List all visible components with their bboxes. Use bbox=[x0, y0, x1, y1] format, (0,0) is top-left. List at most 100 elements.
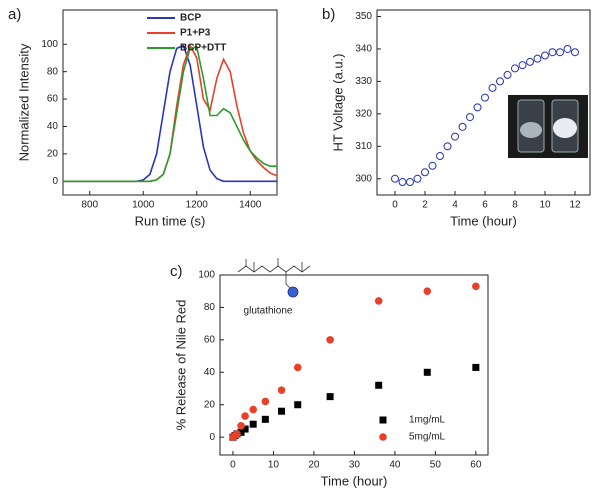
y-tick-label: 20 bbox=[204, 399, 216, 410]
x-axis-label: Time (hour) bbox=[450, 213, 517, 228]
line bbox=[63, 46, 277, 183]
y-tick-label: 340 bbox=[355, 44, 372, 55]
y-tick-label: 100 bbox=[198, 270, 215, 281]
y-tick-label: 80 bbox=[204, 302, 216, 313]
y-tick-label: 320 bbox=[355, 109, 372, 120]
x-tick-label: 30 bbox=[349, 460, 361, 471]
point bbox=[413, 174, 422, 183]
legend-label: 1mg/mL bbox=[409, 415, 446, 426]
y-tick-label: 350 bbox=[355, 11, 372, 22]
x-tick-label: 1400 bbox=[239, 200, 262, 211]
x-tick-label: 4 bbox=[452, 200, 458, 211]
point bbox=[326, 336, 334, 344]
point bbox=[571, 48, 579, 57]
point bbox=[472, 363, 480, 371]
point bbox=[503, 70, 512, 79]
inset-photo bbox=[508, 95, 588, 158]
point bbox=[451, 132, 459, 141]
y-tick-label: 40 bbox=[47, 121, 59, 132]
point bbox=[496, 77, 504, 86]
panel-label: c) bbox=[170, 263, 183, 280]
point bbox=[237, 422, 245, 430]
point bbox=[237, 428, 245, 436]
plot-frame bbox=[376, 9, 591, 196]
y-tick-label: 300 bbox=[355, 173, 372, 184]
point bbox=[488, 83, 497, 92]
legend-label: BCP bbox=[180, 13, 201, 24]
point bbox=[511, 64, 519, 73]
legend-label: 5mg/mL bbox=[409, 432, 446, 443]
point bbox=[428, 161, 437, 170]
y-tick-label: 20 bbox=[47, 149, 59, 160]
point bbox=[436, 152, 444, 161]
plot-frame bbox=[62, 9, 278, 196]
x-tick-label: 1200 bbox=[186, 200, 209, 211]
x-tick-label: 60 bbox=[470, 460, 482, 471]
x-tick-label: 20 bbox=[308, 460, 320, 471]
y-axis-label: HT Voltage (a.u.) bbox=[330, 53, 345, 151]
point bbox=[249, 405, 257, 414]
point bbox=[526, 57, 534, 66]
point bbox=[533, 54, 542, 63]
point bbox=[241, 412, 249, 420]
panel-label: a) bbox=[8, 6, 21, 23]
x-tick-label: 1000 bbox=[132, 200, 155, 211]
legend-label: P1+P3 bbox=[180, 28, 211, 39]
x-tick-label: 6 bbox=[482, 200, 488, 211]
panel-label: b) bbox=[322, 6, 335, 23]
x-tick-label: 40 bbox=[389, 460, 401, 471]
point bbox=[472, 282, 480, 291]
point bbox=[423, 368, 431, 376]
point bbox=[423, 287, 432, 296]
y-tick-label: 40 bbox=[204, 367, 216, 378]
plot-frame bbox=[219, 274, 489, 456]
legend-swatch bbox=[379, 416, 387, 424]
point bbox=[556, 48, 564, 57]
y-tick-label: 100 bbox=[41, 39, 58, 50]
point bbox=[481, 93, 489, 102]
point bbox=[563, 44, 572, 53]
legend-swatch bbox=[379, 433, 387, 441]
y-axis-label: Normalized Intensity bbox=[16, 43, 31, 161]
x-tick-label: 800 bbox=[81, 200, 98, 211]
y-axis-label: % Release of Nile Red bbox=[173, 300, 188, 431]
line bbox=[63, 44, 277, 183]
point bbox=[294, 401, 302, 409]
x-tick-label: 10 bbox=[539, 200, 551, 211]
point bbox=[241, 425, 249, 433]
x-tick-label: 8 bbox=[512, 200, 518, 211]
point bbox=[473, 103, 482, 112]
point bbox=[233, 430, 241, 438]
y-tick-label: 310 bbox=[355, 141, 372, 152]
point bbox=[518, 61, 527, 70]
point bbox=[277, 386, 286, 394]
point bbox=[406, 178, 414, 187]
point bbox=[374, 297, 383, 305]
point bbox=[326, 393, 334, 401]
x-tick-label: 12 bbox=[569, 200, 581, 211]
point bbox=[466, 113, 474, 122]
x-tick-label: 50 bbox=[430, 460, 442, 471]
y-tick-label: 0 bbox=[52, 176, 58, 187]
point bbox=[391, 174, 399, 183]
y-tick-label: 60 bbox=[204, 335, 216, 346]
x-axis-label: Time (hour) bbox=[321, 473, 388, 488]
y-tick-label: 330 bbox=[355, 76, 372, 87]
annotation: glutathione bbox=[244, 306, 293, 317]
point bbox=[261, 397, 270, 406]
y-tick-label: 80 bbox=[47, 66, 59, 77]
y-tick-label: 60 bbox=[47, 94, 59, 105]
point bbox=[249, 420, 257, 428]
point bbox=[421, 168, 429, 177]
point bbox=[548, 48, 557, 57]
x-axis-label: Run time (s) bbox=[135, 213, 206, 228]
x-tick-label: 10 bbox=[268, 460, 280, 471]
point bbox=[458, 122, 467, 131]
legend-label: BCP+DTT bbox=[180, 43, 226, 54]
y-tick-label: 0 bbox=[209, 432, 215, 443]
point bbox=[541, 51, 549, 60]
line bbox=[63, 43, 278, 183]
point bbox=[278, 407, 286, 415]
glutathione-structure bbox=[237, 258, 311, 298]
